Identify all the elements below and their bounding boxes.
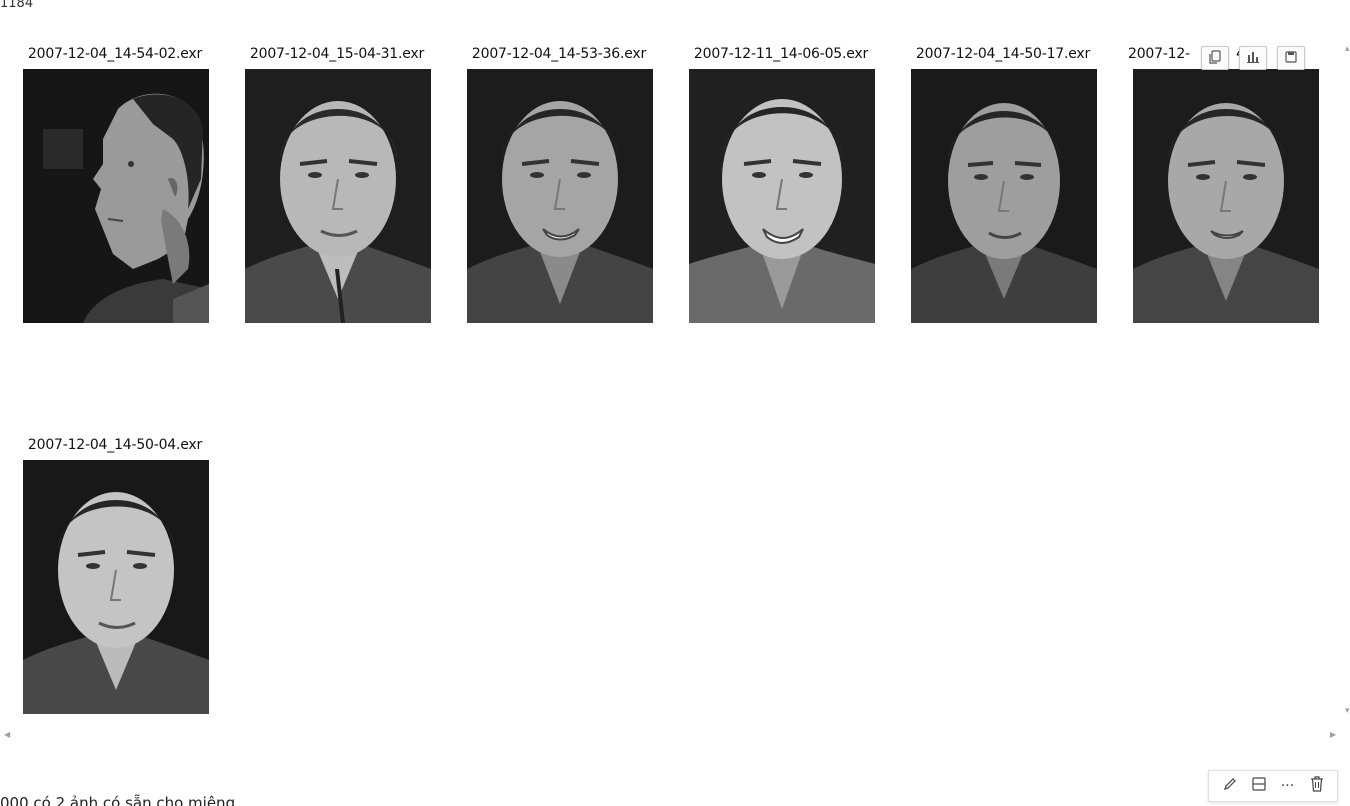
delete-cell-button[interactable]	[1306, 775, 1328, 797]
copy-icon	[1208, 49, 1222, 68]
image-tile-3: 2007-12-04_14-53-36.exr	[459, 46, 659, 63]
image-tile-2: 2007-12-04_15-04-31.exr	[237, 46, 437, 63]
face-image-profile	[23, 69, 209, 323]
image-title: 2007-12-04_14-53-36.exr	[471, 46, 647, 62]
scroll-right-arrow-icon[interactable]: ▶	[1330, 730, 1337, 739]
save-icon	[1284, 49, 1298, 68]
more-icon: ···	[1280, 778, 1295, 794]
image-title: 2007-12-11_14-06-05.exr	[693, 46, 869, 62]
split-icon	[1251, 776, 1267, 796]
edit-button[interactable]	[1219, 775, 1241, 797]
cell-toolbar: ···	[1208, 770, 1338, 802]
face-image-frontal	[1133, 69, 1319, 323]
image-tile-7: 2007-12-04_14-50-04.exr	[15, 437, 215, 454]
copy-button[interactable]	[1201, 46, 1229, 70]
image-title: 2007-12-04_14-50-17.exr	[915, 46, 1091, 62]
chart-button[interactable]	[1239, 46, 1267, 70]
face-image-frontal	[911, 69, 1097, 323]
image-title: 2007-12-04_15-04-31.exr	[249, 46, 425, 62]
chart-icon	[1246, 49, 1260, 68]
face-image-frontal	[689, 69, 875, 323]
face-image-frontal	[245, 69, 431, 323]
image-title: 2007-12-04_14-54-02.exr	[27, 46, 203, 62]
scroll-up-marker-icon: ▴	[1345, 44, 1350, 54]
scroll-down-marker-icon: ▾	[1345, 706, 1350, 716]
image-tile-1: 2007-12-04_14-54-02.exr	[15, 46, 215, 63]
image-tile-5: 2007-12-04_14-50-17.exr	[903, 46, 1103, 63]
more-actions-button[interactable]: ···	[1277, 775, 1299, 797]
split-cell-button[interactable]	[1248, 775, 1270, 797]
output-toolbar	[1201, 46, 1305, 70]
markdown-text: 000 có 2 ảnh có sẵn cho miệng	[0, 794, 236, 806]
image-tile-4: 2007-12-11_14-06-05.exr	[681, 46, 881, 63]
face-image-frontal	[23, 460, 209, 714]
pencil-icon	[1222, 776, 1238, 796]
trash-icon	[1310, 776, 1324, 796]
scroll-left-arrow-icon[interactable]: ◀	[4, 730, 11, 739]
save-button[interactable]	[1277, 46, 1305, 70]
face-image-frontal	[467, 69, 653, 323]
image-title: 2007-12-04_14-50-04.exr	[27, 437, 203, 453]
output-count-text: 1184	[0, 0, 34, 11]
